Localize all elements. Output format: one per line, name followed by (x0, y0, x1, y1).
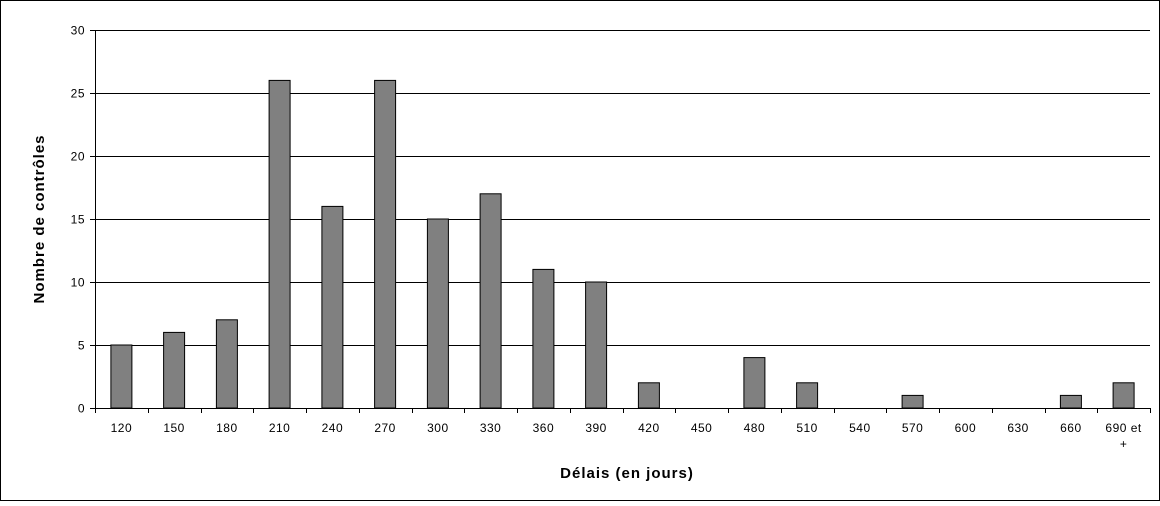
x-tick-label: 240 (322, 421, 344, 435)
y-tick-label: 0 (78, 402, 85, 416)
bar-120 (110, 344, 133, 409)
bar-570 (901, 394, 924, 409)
bar-210 (268, 79, 291, 409)
x-tick-label: 510 (796, 421, 818, 435)
y-tick-label: 20 (71, 150, 85, 164)
x-tick-label: 600 (955, 421, 977, 435)
bar-180 (215, 319, 238, 409)
y-tick-label: 10 (71, 276, 85, 290)
x-tick-label: 660 (1060, 421, 1082, 435)
x-tick-label: 420 (638, 421, 660, 435)
bar-270 (374, 79, 397, 409)
x-tick-label: 300 (427, 421, 449, 435)
bar-390 (585, 281, 608, 409)
bar-420 (637, 382, 660, 409)
axes (90, 30, 1151, 413)
y-tick-label: 15 (71, 213, 85, 227)
y-tick-label: 25 (71, 87, 85, 101)
x-tick-label: 690 et + (1105, 421, 1142, 451)
x-tick-label: 480 (744, 421, 766, 435)
x-tick-label: 330 (480, 421, 502, 435)
x-tick-label: 210 (269, 421, 291, 435)
bar-660 (1059, 394, 1082, 409)
bar-330 (479, 193, 502, 409)
bar-690-et-+ (1112, 382, 1135, 409)
bars (110, 79, 1135, 409)
x-axis-title: Délais (en jours) (560, 465, 694, 482)
x-tick-label: 450 (691, 421, 713, 435)
y-tick-label: 5 (78, 339, 85, 353)
y-tick-label: 30 (71, 24, 85, 38)
bar-150 (163, 331, 186, 409)
x-tick-label: 360 (533, 421, 555, 435)
bar-240 (321, 205, 344, 409)
bar-510 (796, 382, 819, 409)
x-tick-label: 540 (849, 421, 871, 435)
bar-300 (426, 218, 449, 409)
x-tick-label: 570 (902, 421, 924, 435)
x-tick-label: 630 (1007, 421, 1029, 435)
bar-480 (743, 357, 766, 409)
x-tick-label: 150 (163, 421, 185, 435)
x-tick-label: 180 (216, 421, 238, 435)
x-tick-label: 270 (374, 421, 396, 435)
x-tick-label: 120 (111, 421, 133, 435)
y-axis-title: Nombre de contrôles (31, 134, 48, 303)
x-tick-label: 390 (585, 421, 607, 435)
bar-360 (532, 268, 555, 409)
